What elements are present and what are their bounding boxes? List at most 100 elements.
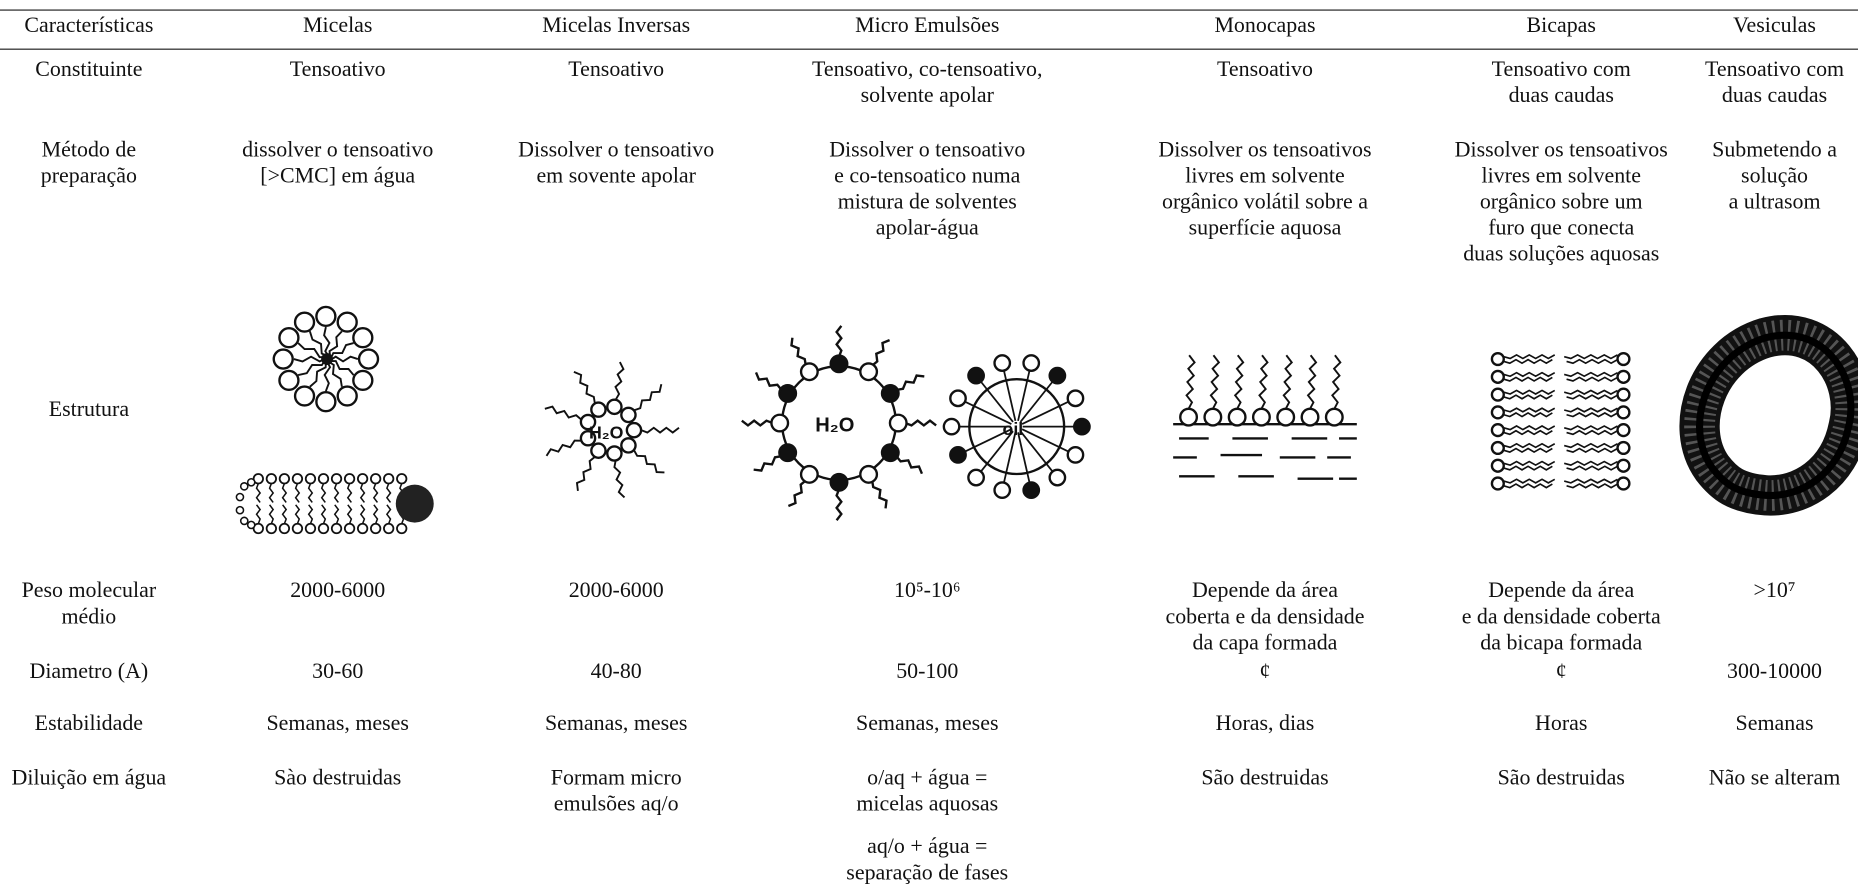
drawing-part: oil xyxy=(1003,419,1024,439)
drawing-part xyxy=(1490,387,1505,402)
drawing-part xyxy=(1017,370,1031,422)
cell: Tensoativo com duas caudas xyxy=(1689,57,1858,109)
drawing-part xyxy=(281,504,288,525)
drawing-part xyxy=(620,406,637,424)
header-rule xyxy=(0,48,1858,50)
drawing-part xyxy=(246,477,256,487)
cell: 300-10000 xyxy=(1689,659,1858,685)
drawing-part xyxy=(614,361,625,401)
drawing-part xyxy=(1563,425,1618,431)
cell: 2000-6000 xyxy=(196,578,480,604)
drawing-part xyxy=(278,327,300,349)
drawing-part xyxy=(1503,478,1556,484)
cell-text: Submetendo a solução a ultrasom xyxy=(1712,138,1837,215)
drawing-part xyxy=(942,417,961,436)
drawing-part xyxy=(383,522,395,535)
drawing-part xyxy=(835,488,843,521)
drawing-part xyxy=(1017,432,1031,483)
row-label: Peso molecular médio xyxy=(0,578,178,630)
drawing-part xyxy=(246,520,256,530)
drawing-part xyxy=(754,371,783,391)
drawing-part xyxy=(1566,465,1618,471)
drawing-part xyxy=(307,483,314,503)
drawing-part xyxy=(346,483,353,503)
cell: Horas, dias xyxy=(1120,711,1410,737)
cell-text: Formam micro emulsões aq/o xyxy=(550,766,682,817)
cell: 30-60 xyxy=(196,659,480,685)
drawing-part xyxy=(359,483,366,503)
drawing-part xyxy=(787,479,807,508)
drawing-part xyxy=(278,473,291,485)
drawing-part xyxy=(590,442,607,459)
drawing-part xyxy=(1490,369,1505,384)
drawing-part xyxy=(1503,371,1556,378)
drawing-part xyxy=(352,369,374,392)
cell-text: Bicapas xyxy=(1526,14,1596,38)
drawing-part xyxy=(1022,481,1041,500)
cell: 2000-6000 xyxy=(486,578,747,604)
drawing-part xyxy=(1490,405,1505,420)
cell-text: Monocapas xyxy=(1214,14,1316,38)
cell: Semanas, meses xyxy=(196,711,480,737)
drawing-part xyxy=(294,504,301,525)
drawing-part xyxy=(980,430,1014,472)
drawing-part xyxy=(949,389,967,408)
drawing-part xyxy=(1503,465,1553,471)
cell: São destruidas xyxy=(1422,766,1700,792)
drawing-part xyxy=(880,383,900,403)
drawing-part xyxy=(606,398,623,416)
drawing-part xyxy=(1233,354,1245,410)
cell: Tensoativo xyxy=(486,57,747,83)
drawing-part xyxy=(1503,412,1553,418)
drawing-part xyxy=(1566,429,1618,436)
drawing-part xyxy=(859,362,879,382)
drawing-part xyxy=(333,504,340,525)
drawing-part xyxy=(1503,429,1553,436)
drawing-part xyxy=(326,360,355,376)
cell: Sào destruidas xyxy=(196,766,480,792)
drawing-part xyxy=(1563,460,1618,467)
drawing-part xyxy=(1227,407,1247,427)
cell: São destruidas xyxy=(1120,766,1410,792)
cell-text: Horas xyxy=(1535,712,1588,736)
drawing-part xyxy=(1696,331,1855,499)
drawing-part xyxy=(370,522,382,535)
drawing-part xyxy=(620,437,637,454)
drawing-part xyxy=(579,413,597,431)
drawing-part xyxy=(395,484,434,523)
drawing-part xyxy=(330,522,343,535)
drawing-part xyxy=(1185,354,1196,410)
drawing-part xyxy=(336,385,358,407)
drawing-part xyxy=(904,419,937,427)
drawing-part xyxy=(633,383,663,412)
cell-text: Método de preparação xyxy=(40,138,137,189)
drawing-part xyxy=(1566,412,1618,418)
drawing-part xyxy=(307,504,314,525)
cell-text: o/aq + água = micelas aquosas xyxy=(856,766,999,817)
cell-text: Diluição em água xyxy=(11,766,167,791)
drawing-part xyxy=(268,483,275,503)
drawing-part xyxy=(1503,394,1553,400)
drawing-part xyxy=(328,342,354,362)
drawing-part xyxy=(829,472,849,492)
header-cell: Micelas xyxy=(196,13,480,39)
drawing-part xyxy=(1503,483,1553,489)
drawing-part xyxy=(1563,442,1618,449)
drawing-part xyxy=(325,359,343,387)
top-rule xyxy=(0,9,1858,11)
drawing-part xyxy=(1003,432,1017,483)
drawing-part xyxy=(575,456,596,491)
cell-text: 10⁵-10⁶ xyxy=(894,579,961,604)
drawing-part xyxy=(352,327,374,349)
drawing-part xyxy=(239,482,249,491)
drawing-part xyxy=(1566,483,1618,489)
cell-text: Estrutura xyxy=(48,398,130,422)
cell-text: Constituinte xyxy=(35,58,143,82)
drawing-part xyxy=(1566,358,1618,365)
drawing-part xyxy=(1073,417,1091,436)
drawing-part xyxy=(778,383,798,403)
drawing-part xyxy=(993,481,1012,500)
drawing-part xyxy=(1203,407,1223,427)
cell-text: Dissolver os tensoativos livres em solve… xyxy=(1454,138,1668,267)
